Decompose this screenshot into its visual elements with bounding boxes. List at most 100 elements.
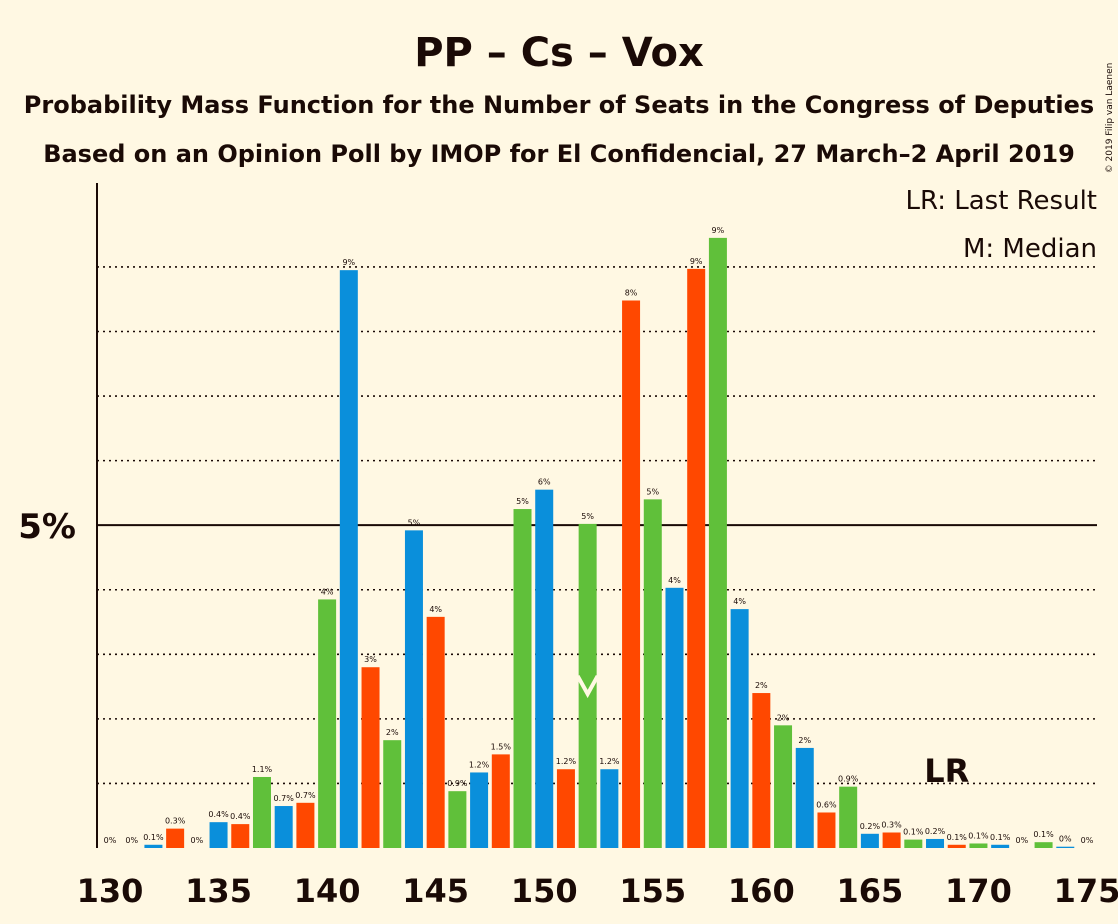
bar-label-168: 0.2%: [925, 827, 946, 836]
bar-166: [882, 832, 901, 848]
bar-145: [426, 616, 445, 848]
bar-138: [274, 806, 293, 848]
y-tick-label-5pct: 5%: [18, 507, 76, 547]
bar-label-175: 0%: [1081, 836, 1094, 845]
bar-label-146: 0.9%: [447, 779, 468, 788]
bar-label-152: 5%: [581, 512, 594, 521]
bar-label-137: 1.1%: [252, 765, 273, 774]
bar-169: [947, 844, 966, 848]
bar-label-132: 0.1%: [143, 833, 164, 842]
x-tick-165: 165: [836, 872, 903, 910]
bar-label-156: 4%: [668, 576, 681, 585]
bar-label-165: 0.2%: [860, 822, 881, 831]
bar-144: [404, 530, 423, 848]
bar-173: [1034, 842, 1053, 848]
bar-label-166: 0.3%: [881, 821, 902, 830]
bar-153: [600, 769, 619, 848]
chart-subtitle-1: Probability Mass Function for the Number…: [24, 91, 1094, 119]
bar-174: [1056, 846, 1075, 848]
bar-label-141: 9%: [342, 258, 355, 267]
bar-label-172: 0%: [1016, 836, 1029, 845]
bar-label-140: 4%: [321, 587, 334, 596]
bar-148: [491, 754, 510, 848]
bar-label-154: 8%: [625, 289, 638, 298]
legend-last-result: LR: Last Result: [905, 186, 1097, 216]
bar-label-153: 1.2%: [599, 757, 620, 766]
median-marker: [575, 674, 600, 699]
bar-label-145: 4%: [429, 605, 442, 614]
bar-label-136: 0.4%: [230, 812, 251, 821]
markers-group: LR: [575, 674, 969, 790]
bar-171: [991, 844, 1010, 848]
x-tick-170: 170: [945, 872, 1012, 910]
bar-label-131: 0%: [125, 836, 138, 845]
bar-label-142: 3%: [364, 655, 377, 664]
bar-132: [144, 844, 163, 848]
bar-170: [969, 843, 988, 848]
bar-162: [795, 747, 814, 848]
bar-140: [318, 599, 337, 848]
bar-142: [361, 667, 380, 848]
bar-159: [730, 609, 749, 848]
bar-label-133: 0.3%: [165, 817, 186, 826]
bar-137: [252, 776, 271, 848]
bar-149: [513, 509, 532, 848]
bar-157: [687, 268, 706, 849]
bar-label-173: 0.1%: [1033, 830, 1054, 839]
bar-label-155: 5%: [646, 487, 659, 496]
bar-164: [839, 786, 858, 848]
bar-label-161: 2%: [777, 713, 790, 722]
chart-title: PP – Cs – Vox: [414, 30, 704, 76]
bar-label-160: 2%: [755, 681, 768, 690]
last-result-marker: LR: [924, 752, 969, 790]
bar-158: [708, 237, 727, 848]
copyright-notice: © 2019 Filip van Laenen: [1105, 63, 1115, 174]
x-tick-150: 150: [511, 872, 578, 910]
bar-156: [665, 587, 684, 848]
bar-label-139: 0.7%: [295, 791, 316, 800]
bar-154: [622, 300, 641, 848]
bar-label-164: 0.9%: [838, 775, 859, 784]
bar-label-143: 2%: [386, 728, 399, 737]
bar-label-148: 1.5%: [491, 742, 512, 751]
bars-group: [144, 237, 1075, 849]
bar-label-171: 0.1%: [990, 833, 1011, 842]
chart-subtitle-2: Based on an Opinion Poll by IMOP for El …: [43, 140, 1075, 168]
bar-label-163: 0.6%: [816, 800, 837, 809]
bar-135: [209, 822, 228, 848]
legend-median: M: Median: [963, 234, 1097, 264]
bar-147: [470, 772, 489, 848]
bar-139: [296, 802, 315, 848]
bar-label-144: 5%: [408, 518, 421, 527]
bar-136: [231, 824, 250, 848]
bar-label-150: 6%: [538, 478, 551, 487]
bar-146: [448, 791, 467, 848]
bar-143: [383, 740, 402, 848]
bar-167: [904, 839, 923, 848]
x-tick-160: 160: [728, 872, 795, 910]
bar-label-151: 1.2%: [556, 757, 577, 766]
bar-150: [535, 489, 554, 848]
bar-label-134: 0%: [190, 836, 203, 845]
bar-label-138: 0.7%: [274, 794, 295, 803]
bar-label-162: 2%: [798, 736, 811, 745]
x-tick-155: 155: [619, 872, 686, 910]
x-tick-labels: 130 135 140 145 150 155 160 165 170 175: [77, 872, 1118, 910]
bar-label-147: 1.2%: [469, 760, 490, 769]
bar-label-174: 0%: [1059, 835, 1072, 844]
bar-161: [774, 725, 793, 848]
bar-152: [578, 523, 597, 848]
bar-133: [166, 828, 185, 848]
bar-141: [339, 270, 358, 849]
bar-160: [752, 693, 771, 848]
bar-168: [926, 838, 945, 848]
bar-151: [556, 769, 575, 848]
bar-163: [817, 812, 836, 848]
x-tick-140: 140: [294, 872, 361, 910]
bar-labels-group: 0% 0% 0.1%0.3%0%0.4% 0.4%1.1%0.7% 0.7%4%9%3%…: [104, 226, 1094, 845]
bar-label-169: 0.1%: [947, 833, 968, 842]
bar-label-157: 9%: [690, 257, 703, 266]
bar-165: [860, 833, 879, 848]
bar-label-170: 0.1%: [968, 831, 989, 840]
x-tick-145: 145: [402, 872, 469, 910]
